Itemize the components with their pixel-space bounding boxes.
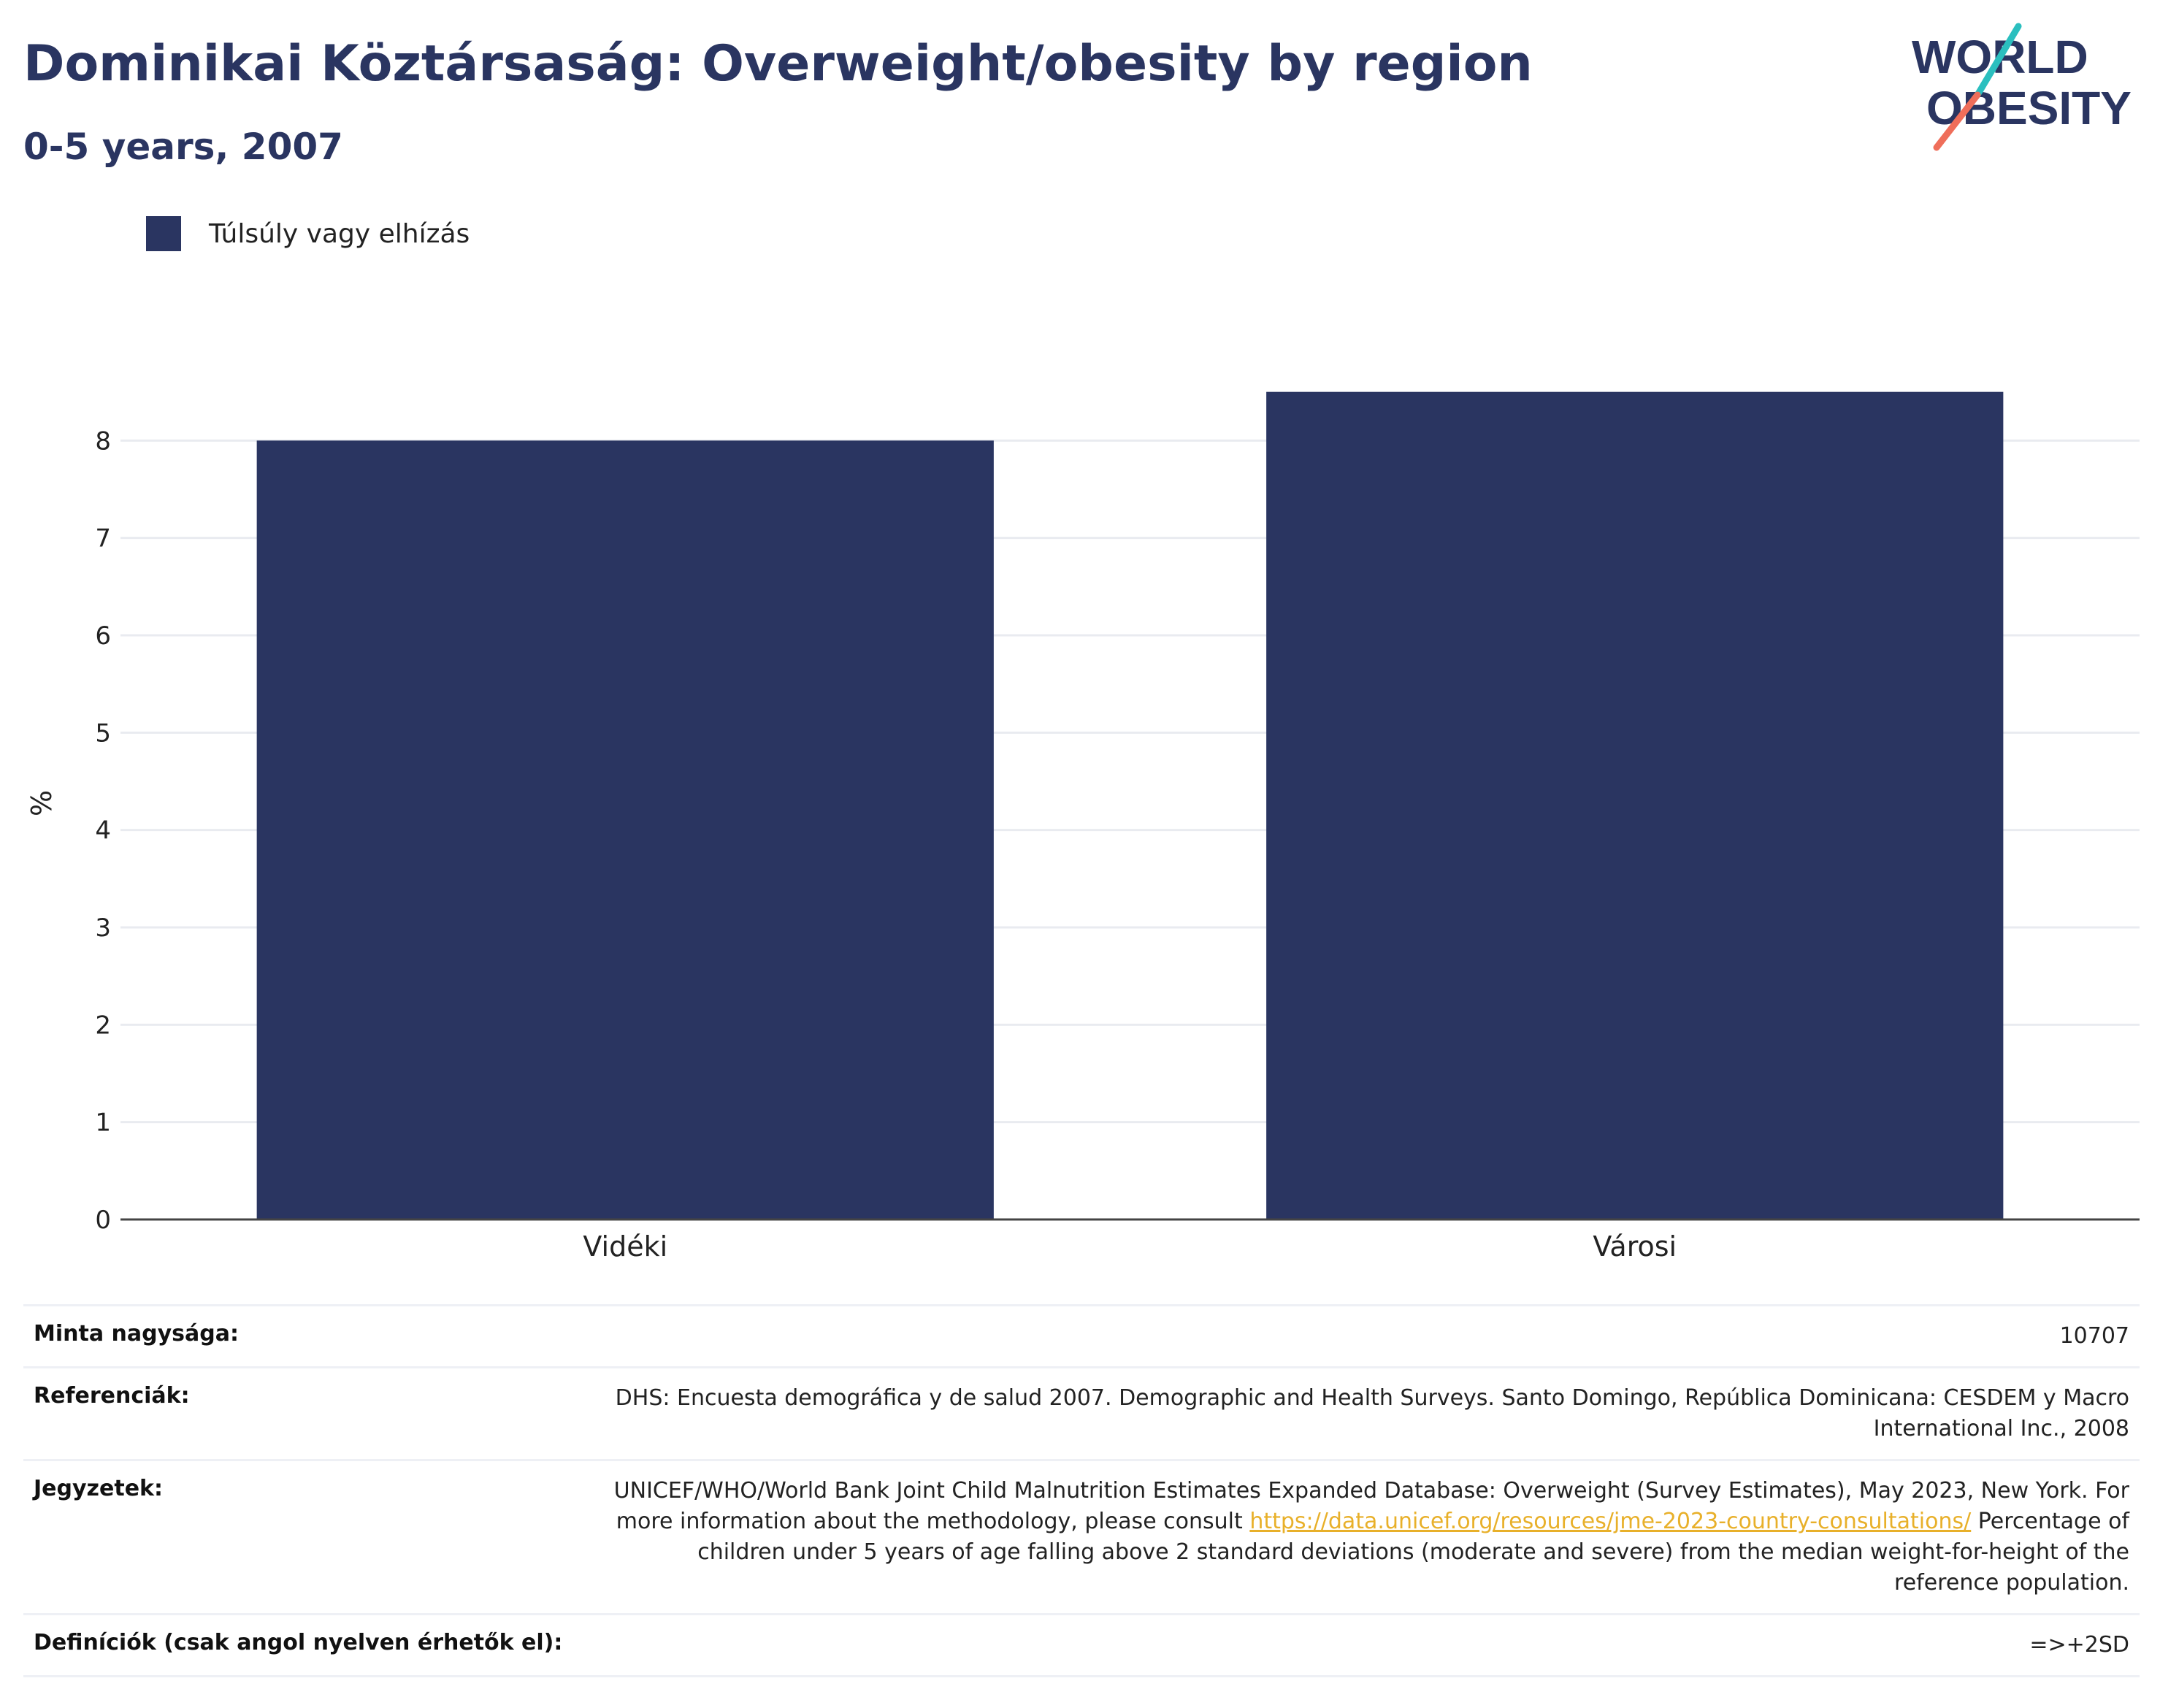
bar	[256, 440, 994, 1220]
notes-text-before: UNICEF/WHO/World Bank Joint Child Malnut…	[613, 1478, 2129, 1534]
bar-chart: 0 1 2 3 4 5 6 7 8 Vidéki Városi%	[26, 391, 2140, 1263]
y-tick-label: 5	[95, 719, 111, 748]
logo-text-obesity: OBESITY	[1926, 82, 2132, 134]
definitions-value: =>+2SD	[2029, 1632, 2129, 1658]
y-tick-label: 7	[95, 524, 111, 554]
definitions-label: Definíciók (csak angol nyelven érhetők e…	[34, 1630, 563, 1655]
references-value: DHS: Encuesta demográfica y de salud 200…	[615, 1385, 2129, 1441]
y-axis-title: %	[26, 790, 58, 816]
y-tick-label: 4	[95, 816, 111, 846]
bar	[1266, 391, 2004, 1219]
x-tick-label: Városi	[1593, 1230, 1677, 1263]
y-tick-label: 3	[95, 914, 111, 943]
notes-row: Jegyzetek: UNICEF/WHO/World Bank Joint C…	[23, 1461, 2140, 1615]
logo-slash-coral	[1933, 91, 1981, 151]
metadata-table: Minta nagysága: 10707 Referenciák: DHS: …	[23, 1304, 2140, 1677]
page-subtitle: 0-5 years, 2007	[23, 126, 343, 168]
y-tick-label: 8	[95, 426, 111, 456]
legend-swatch	[146, 216, 181, 251]
y-tick-label: 1	[95, 1108, 111, 1138]
sample-size-label: Minta nagysága:	[34, 1321, 239, 1347]
definitions-row: Definíciók (csak angol nyelven érhetők e…	[23, 1615, 2140, 1677]
page-title: Dominikai Köztársaság: Overweight/obesit…	[23, 35, 1533, 93]
notes-value: UNICEF/WHO/World Bank Joint Child Malnut…	[610, 1476, 2129, 1598]
sample-size-value: 10707	[2059, 1323, 2129, 1349]
references-label: Referenciák:	[34, 1383, 190, 1409]
y-tick-label: 0	[95, 1206, 111, 1235]
sample-size-row: Minta nagysága: 10707	[23, 1306, 2140, 1368]
world-obesity-logo: WORLD OBESITY	[1912, 23, 2132, 151]
logo-slash-teal	[1974, 23, 2022, 99]
legend-label: Túlsúly vagy elhízás	[209, 218, 470, 249]
references-row: Referenciák: DHS: Encuesta demográfica y…	[23, 1368, 2140, 1461]
notes-label: Jegyzetek:	[34, 1476, 163, 1501]
chart-legend: Túlsúly vagy elhízás	[146, 216, 470, 251]
y-tick-label: 2	[95, 1011, 111, 1040]
notes-text-after: Percentage of children under 5 years of …	[697, 1509, 2129, 1596]
y-tick-label: 6	[95, 621, 111, 651]
x-tick-label: Vidéki	[583, 1230, 667, 1263]
notes-link[interactable]: https://data.unicef.org/resources/jme-20…	[1249, 1509, 1972, 1534]
